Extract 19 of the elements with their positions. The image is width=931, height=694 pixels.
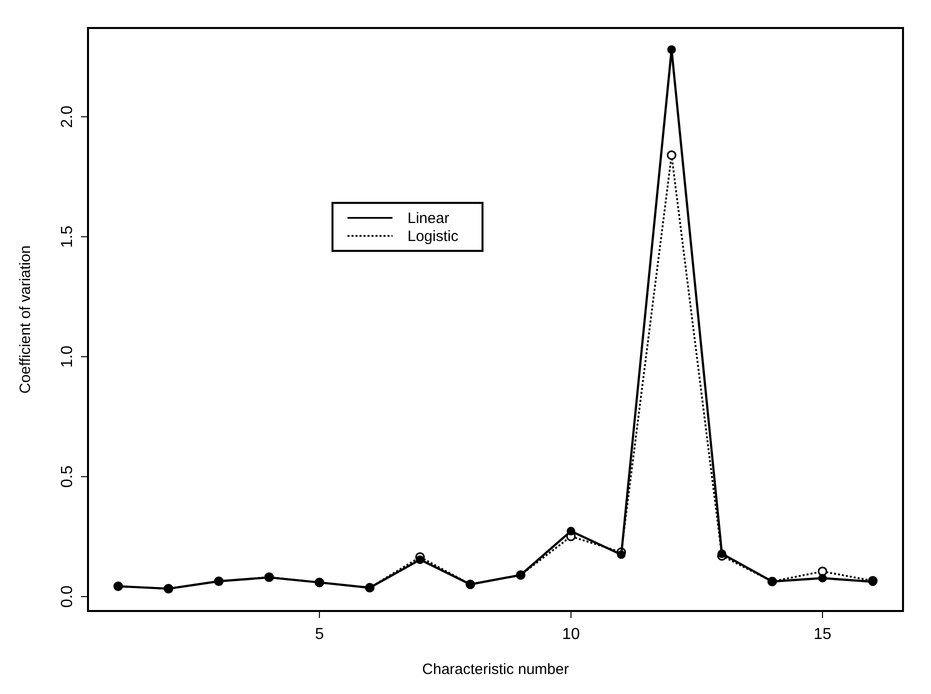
x-tick-label: 5 xyxy=(314,626,324,643)
y-tick-label: 2.0 xyxy=(59,106,76,128)
x-axis-title: Characteristic number xyxy=(422,661,569,678)
point xyxy=(818,574,827,582)
y-tick-label: 1.0 xyxy=(59,345,76,368)
x-tick-label: 15 xyxy=(814,626,832,643)
y-tick-label: 0.5 xyxy=(59,465,76,488)
point xyxy=(666,150,676,160)
y-axis-title: Coefficient of variation xyxy=(17,245,34,394)
legend-label: Logistic xyxy=(408,228,459,245)
point xyxy=(667,45,676,54)
point xyxy=(566,526,576,536)
point xyxy=(616,550,626,559)
point xyxy=(416,555,424,564)
legend-label: Linear xyxy=(408,210,450,227)
y-tick-label: 1.5 xyxy=(59,226,76,248)
x-tick-label: 10 xyxy=(562,626,580,643)
point xyxy=(718,549,726,558)
y-tick-label: 0.0 xyxy=(59,585,76,608)
